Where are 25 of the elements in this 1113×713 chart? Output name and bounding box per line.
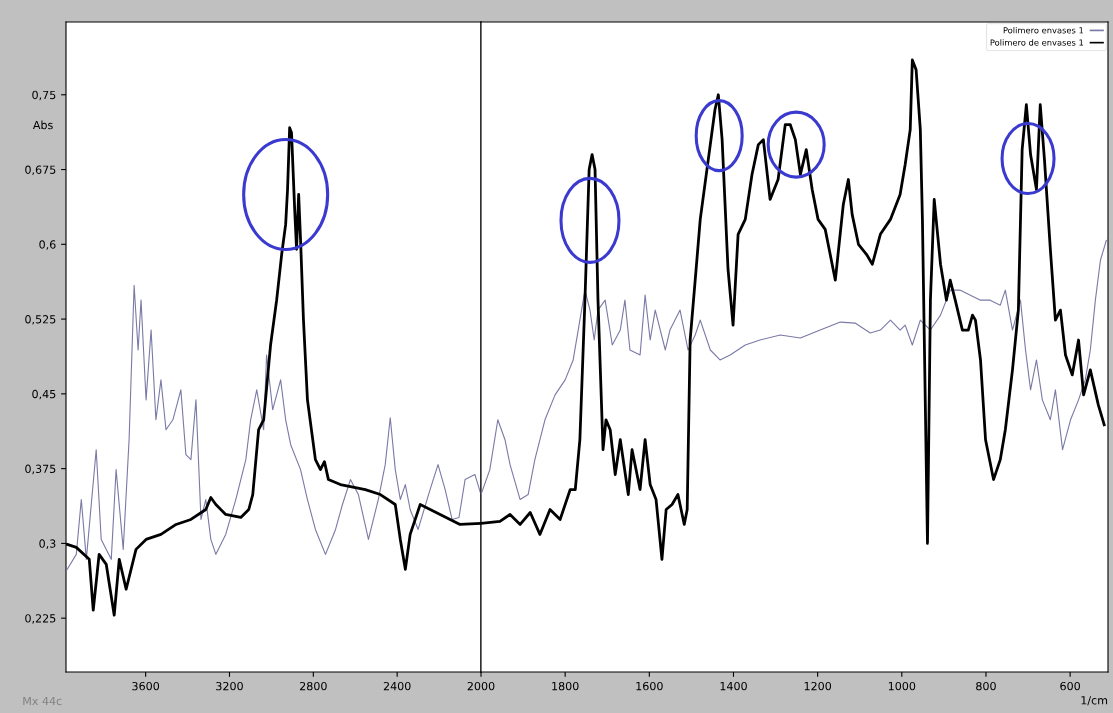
- y-tick-label: 0,3: [39, 539, 56, 549]
- y-tick-label: 0,375: [25, 464, 56, 475]
- x-tick-label: 1000: [888, 681, 916, 691]
- x-tick-label: 1400: [720, 681, 747, 691]
- x-tick-label: 1200: [804, 681, 832, 691]
- x-tick-label: 2800: [300, 681, 327, 691]
- y-tick-label: 0,525: [25, 315, 56, 325]
- y-tick-label: 0,675: [25, 165, 56, 176]
- legend-label: Polimero de envases 1: [990, 39, 1084, 46]
- x-tick-label: 1800: [552, 681, 579, 691]
- y-axis-title: Abs: [32, 120, 53, 130]
- y-tick-label: 0,225: [25, 614, 56, 624]
- text: Mx 44c: [23, 696, 62, 706]
- y-tick-label: 0,45: [32, 389, 56, 400]
- x-tick-label: 800: [976, 681, 996, 691]
- legend-label: Polimero envases 1: [1003, 27, 1084, 34]
- x-tick-label: 2400: [383, 681, 411, 691]
- x-axis-title: 1/cm: [1081, 696, 1108, 706]
- x-tick-label: 2000: [467, 681, 495, 691]
- x-tick-label: 3600: [132, 681, 160, 691]
- x-tick-label: 1600: [636, 681, 663, 691]
- x-tick-label: 600: [1060, 681, 1080, 691]
- y-tick-label: 0,75: [32, 90, 56, 101]
- x-tick-label: 3200: [216, 681, 243, 691]
- y-tick-label: 0,6: [39, 240, 56, 250]
